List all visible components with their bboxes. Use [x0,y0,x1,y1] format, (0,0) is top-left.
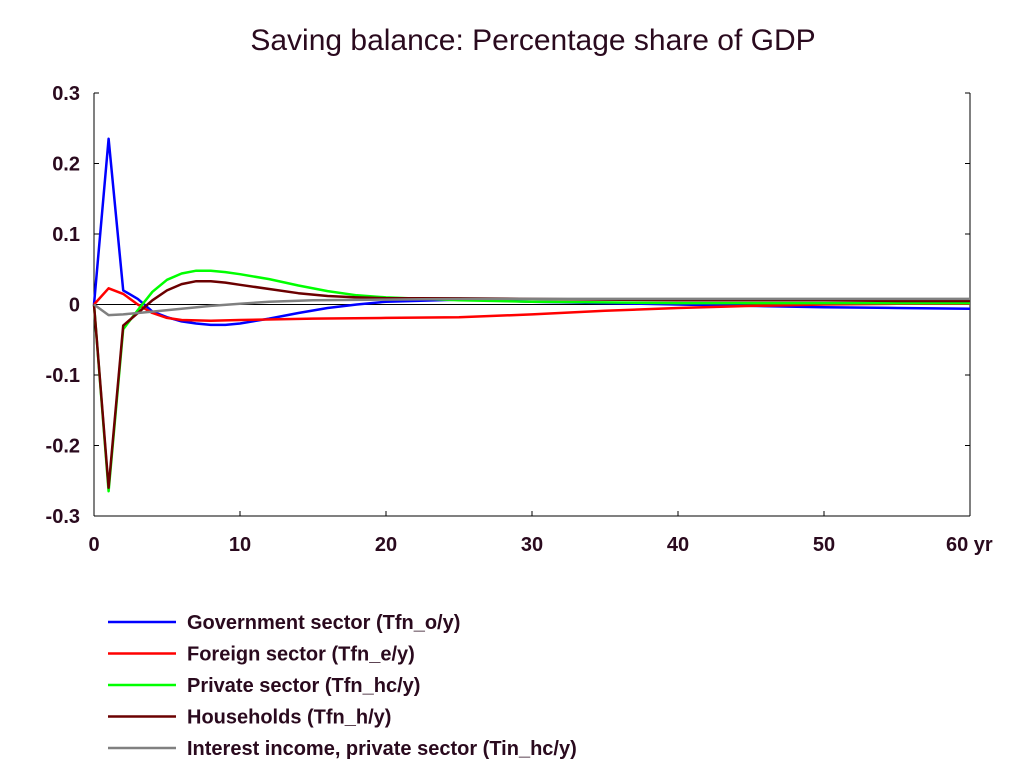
plot-area [92,137,971,493]
y-tick-label: 0.2 [52,154,80,176]
legend-label: Interest income, private sector (Tin_hc/… [187,738,577,760]
chart-title: Saving balance: Percentage share of GDP [250,24,815,57]
y-tick-label: -0.1 [46,365,80,387]
x-tick-label: 0 [88,534,99,556]
series-line-1 [92,137,971,327]
y-tick-label: -0.2 [46,436,80,458]
x-tick-label: 20 [375,534,397,556]
y-tick-label: -0.3 [46,506,80,528]
legend-label: Private sector (Tfn_hc/y) [187,675,420,697]
legend-label: Government sector (Tfn_o/y) [187,612,460,634]
legend: Government sector (Tfn_o/y) Foreign secto… [108,612,577,760]
y-tick-label: 0.1 [52,224,80,246]
x-tick-label: 40 [667,534,689,556]
x-tick-label: 30 [521,534,543,556]
series-line-2 [93,287,970,322]
series-line-4 [92,279,970,490]
y-tick-label: 0.3 [52,83,80,105]
x-tick-label: 10 [229,534,251,556]
y-tick-label: 0 [69,295,80,317]
legend-label: Households (Tfn_h/y) [187,707,391,729]
series-line-3 [92,269,970,493]
series-line-5 [93,297,970,317]
axes: 0.3 0.2 0.1 0 -0.1 -0.2 -0.3 0 10 20 30 40 50 60 yr [46,83,993,556]
legend-label: Foreign sector (Tfn_e/y) [187,644,415,666]
x-tick-label: 50 [813,534,835,556]
x-tick-label: 60 yr [946,534,993,556]
